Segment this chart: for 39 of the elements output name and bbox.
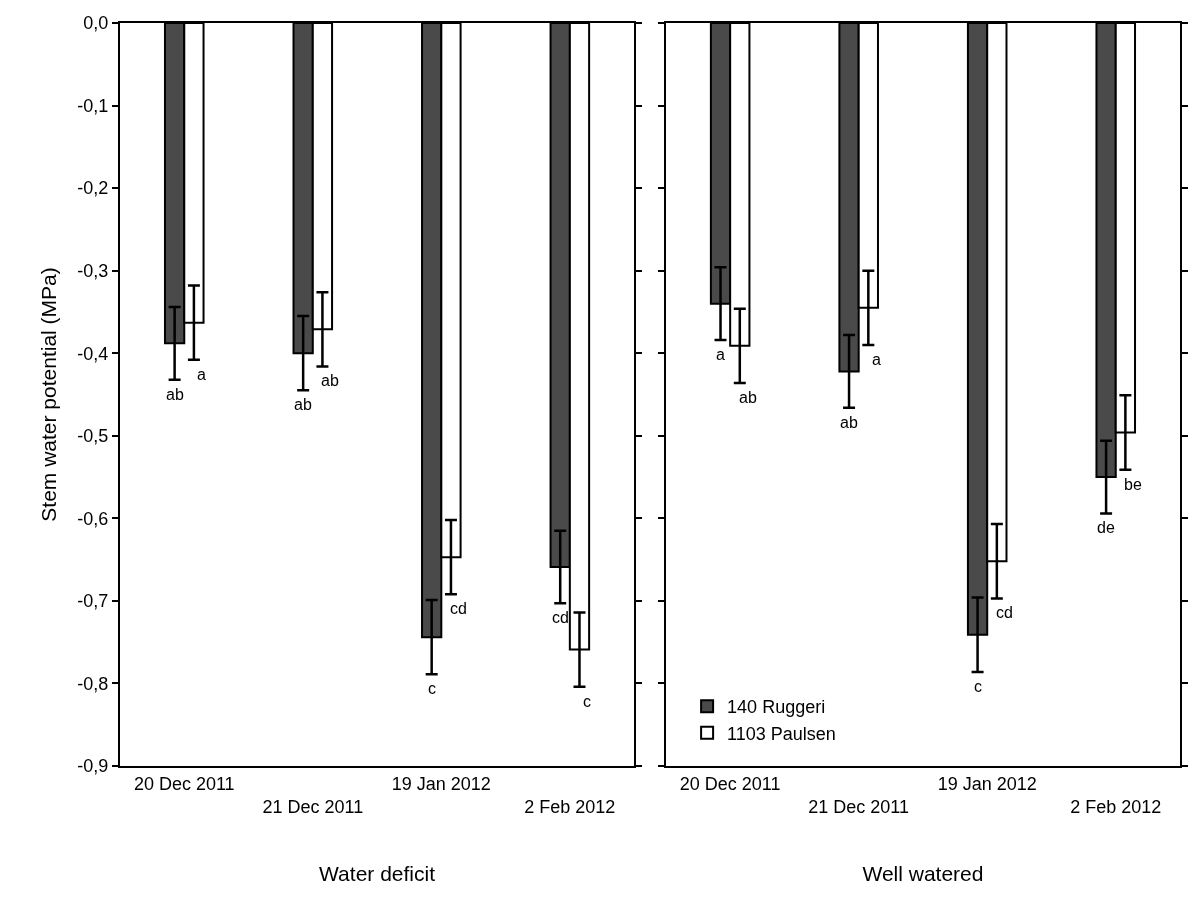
x-tick-label: 19 Jan 2012	[391, 773, 491, 794]
y-tick-label: -0,9	[77, 756, 109, 777]
data-label: c	[428, 680, 436, 697]
y-tick-label: -0,2	[77, 178, 109, 199]
x-tick-label: 20 Dec 2011	[679, 773, 781, 794]
legend-label: 1103 Paulsen	[727, 723, 836, 744]
y-tick-label: -0,7	[77, 591, 109, 612]
x-tick-label: 19 Jan 2012	[937, 773, 1037, 794]
x-tick-label: 20 Dec 2011	[133, 773, 235, 794]
x-tick-label: 21 Dec 2011	[808, 797, 910, 817]
data-label: cd	[552, 609, 569, 626]
y-tick-label: -0,1	[77, 95, 109, 116]
data-label: cd	[450, 600, 467, 617]
data-label: a	[872, 351, 881, 368]
x-axis-title: Water deficit	[319, 861, 436, 885]
data-label: a	[716, 346, 725, 363]
x-tick-label: 2 Feb 2012	[524, 797, 616, 817]
legend-label: 140 Ruggeri	[727, 697, 826, 718]
data-label: cd	[996, 604, 1013, 621]
data-label: ab	[739, 389, 757, 406]
y-tick-label: -0,3	[77, 260, 109, 281]
data-label: ab	[321, 372, 339, 389]
data-label: ab	[840, 414, 858, 431]
y-tick-label: -0,6	[77, 508, 109, 529]
data-label: ab	[294, 396, 312, 413]
x-tick-label: 21 Dec 2011	[262, 797, 364, 817]
y-tick-label: -0,5	[77, 426, 109, 447]
y-tick-label: 0,0	[83, 13, 109, 34]
data-label: be	[1124, 476, 1142, 493]
data-label: de	[1097, 519, 1115, 536]
data-label: ab	[166, 386, 184, 403]
x-tick-label: 2 Feb 2012	[1070, 797, 1162, 817]
y-tick-label: -0,8	[77, 673, 109, 694]
data-label: a	[197, 366, 206, 383]
y-axis-title: Stem water potential (MPa)	[37, 267, 61, 522]
x-axis-title: Well watered	[862, 861, 984, 885]
data-label: c	[583, 693, 591, 710]
y-tick-label: -0,4	[77, 343, 109, 364]
data-label: c	[974, 678, 982, 695]
